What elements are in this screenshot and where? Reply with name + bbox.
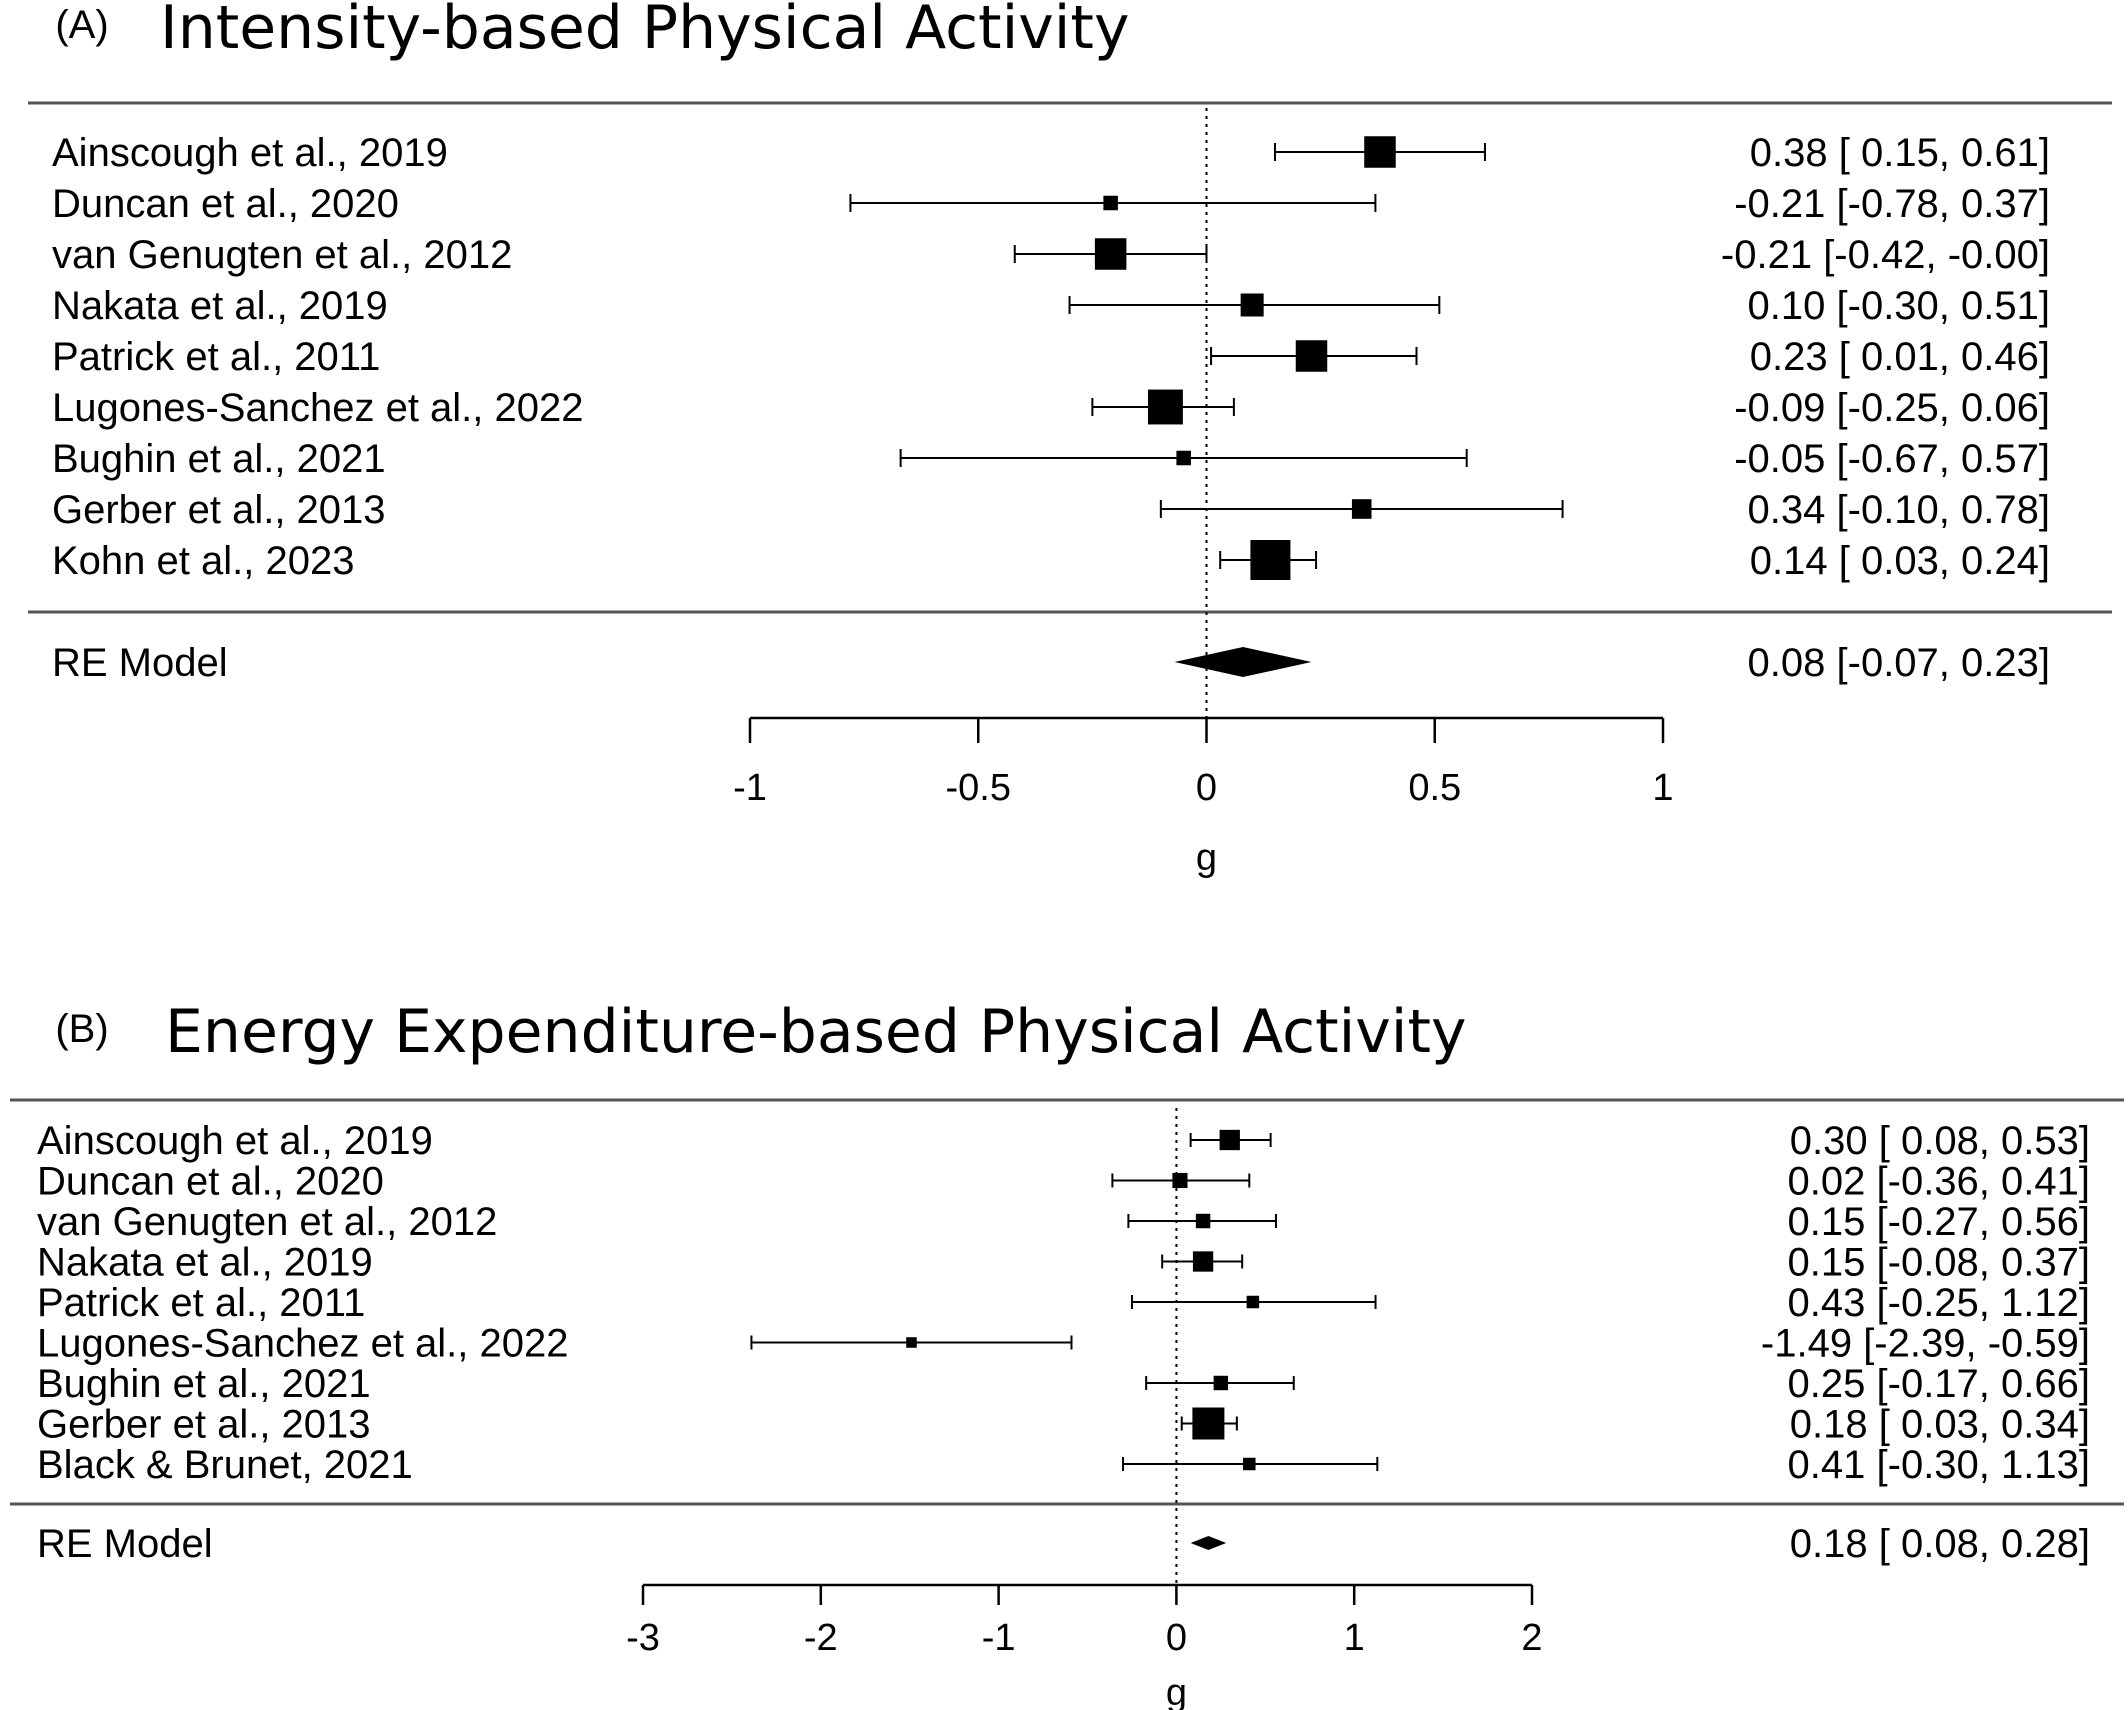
panel-b-estimate-text: 0.02 [-0.36, 0.41] (1788, 1160, 2090, 1204)
panel-a-study-label: Ainscough et al., 2019 (52, 131, 448, 175)
panel-b-summary-text: 0.18 [ 0.08, 0.28] (1790, 1522, 2090, 1566)
panel-b-estimate-text: 0.43 [-0.25, 1.12] (1788, 1281, 2090, 1325)
panel-b-study-label: Ainscough et al., 2019 (37, 1119, 433, 1163)
panel-b-study-label: Duncan et al., 2020 (37, 1160, 384, 1204)
panel-b-estimate-text: 0.18 [ 0.03, 0.34] (1790, 1403, 2090, 1447)
panel-b-estimate-text: 0.15 [-0.27, 0.56] (1788, 1200, 2090, 1244)
panel-b-x-tick-label: 0 (1166, 1617, 1187, 1659)
panel-b-point-estimate (1213, 1375, 1229, 1391)
panel-b-summary-diamond (1190, 1536, 1227, 1550)
panel-a-summary-diamond (1174, 647, 1312, 677)
panel-a-estimate-text: -0.05 [-0.67, 0.57] (1734, 437, 2050, 481)
panel-a-x-axis-title: g (1196, 837, 1217, 879)
panel-b-title: Energy Expenditure-based Physical Activi… (165, 997, 1467, 1067)
panel-a-letter: (A) (55, 3, 108, 47)
panel-b-point-estimate (906, 1337, 917, 1348)
panel-b-estimate-text: 0.41 [-0.30, 1.13] (1788, 1443, 2090, 1487)
panel-a-point-estimate (1364, 136, 1396, 168)
panel-b-point-estimate (1246, 1295, 1260, 1309)
panel-b-point-estimate (1192, 1407, 1225, 1440)
panel-a-study-label: Duncan et al., 2020 (52, 182, 399, 226)
panel-a-estimate-text: 0.34 [-0.10, 0.78] (1748, 488, 2050, 532)
panel-a-point-estimate (1094, 238, 1127, 270)
panel-a-study-label: Lugones-Sanchez et al., 2022 (52, 386, 584, 430)
panel-b-estimate-text: 0.25 [-0.17, 0.66] (1788, 1362, 2090, 1406)
panel-a-point-estimate (1351, 499, 1372, 519)
panel-b-study-label: Nakata et al., 2019 (37, 1241, 373, 1285)
panel-b-study-label: Bughin et al., 2021 (37, 1362, 371, 1406)
panel-b-x-tick-label: 1 (1344, 1617, 1365, 1659)
panel-a-x-tick-label: 0 (1196, 767, 1217, 809)
panel-a-study-label: Patrick et al., 2011 (52, 335, 380, 379)
panel-a-estimate-text: 0.14 [ 0.03, 0.24] (1750, 539, 2050, 583)
panel-a-estimate-text: -0.21 [-0.78, 0.37] (1734, 182, 2050, 226)
panel-a-point-estimate (1250, 540, 1291, 580)
panel-b-x-tick-label: -2 (804, 1617, 838, 1659)
panel-a-study-label: Kohn et al., 2023 (52, 539, 354, 583)
panel-a-title: Intensity-based Physical Activity (160, 0, 1129, 63)
panel-b-x-axis-title: g (1166, 1672, 1187, 1710)
panel-a-x-tick-label: -1 (733, 767, 767, 809)
panel-a-study-label: van Genugten et al., 2012 (52, 233, 512, 277)
panel-a-point-estimate (1295, 340, 1328, 372)
panel-b-estimate-text: -1.49 [-2.39, -0.59] (1761, 1322, 2090, 1366)
panel-b-estimate-text: 0.30 [ 0.08, 0.53] (1790, 1119, 2090, 1163)
panel-b-letter: (B) (55, 1007, 108, 1051)
panel-a-point-estimate (1103, 195, 1118, 211)
panel-b-x-tick-label: -3 (626, 1617, 660, 1659)
panel-a-summary-text: 0.08 [-0.07, 0.23] (1748, 641, 2050, 685)
panel-b-point-estimate (1195, 1213, 1211, 1229)
panel-a-x-tick-label: 1 (1652, 767, 1673, 809)
panel-a-estimate-text: -0.21 [-0.42, -0.00] (1721, 233, 2050, 277)
panel-b-point-estimate (1192, 1251, 1214, 1272)
panel-b-point-estimate (1219, 1129, 1240, 1151)
panel-a-x-tick-label: -0.5 (946, 767, 1011, 809)
panel-a-point-estimate (1176, 450, 1191, 466)
panel-b-study-label: Patrick et al., 2011 (37, 1281, 365, 1325)
panel-b-x-tick-label: -1 (982, 1617, 1016, 1659)
panel-b-study-label: Lugones-Sanchez et al., 2022 (37, 1322, 569, 1366)
panel-a-study-label: Nakata et al., 2019 (52, 284, 388, 328)
panel-b-point-estimate (1243, 1457, 1256, 1471)
panel-a-estimate-text: 0.10 [-0.30, 0.51] (1748, 284, 2050, 328)
panel-b-x-tick-label: 2 (1521, 1617, 1542, 1659)
panel-b-study-label: van Genugten et al., 2012 (37, 1200, 497, 1244)
panel-a-point-estimate (1147, 389, 1183, 425)
panel-b-point-estimate (1172, 1172, 1188, 1189)
panel-a-point-estimate (1240, 293, 1264, 317)
panel-b-study-label: Black & Brunet, 2021 (37, 1443, 413, 1487)
panel-a-study-label: Gerber et al., 2013 (52, 488, 386, 532)
panel-a-x-tick-label: 0.5 (1408, 767, 1461, 809)
panel-a-estimate-text: 0.23 [ 0.01, 0.46] (1750, 335, 2050, 379)
panel-b-study-label: Gerber et al., 2013 (37, 1403, 371, 1447)
panel-a-estimate-text: 0.38 [ 0.15, 0.61] (1750, 131, 2050, 175)
panel-a-summary-label: RE Model (52, 641, 228, 685)
panel-b-estimate-text: 0.15 [-0.08, 0.37] (1788, 1241, 2090, 1285)
panel-a-study-label: Bughin et al., 2021 (52, 437, 386, 481)
panel-b-summary-label: RE Model (37, 1522, 213, 1566)
panel-a-estimate-text: -0.09 [-0.25, 0.06] (1734, 386, 2050, 430)
